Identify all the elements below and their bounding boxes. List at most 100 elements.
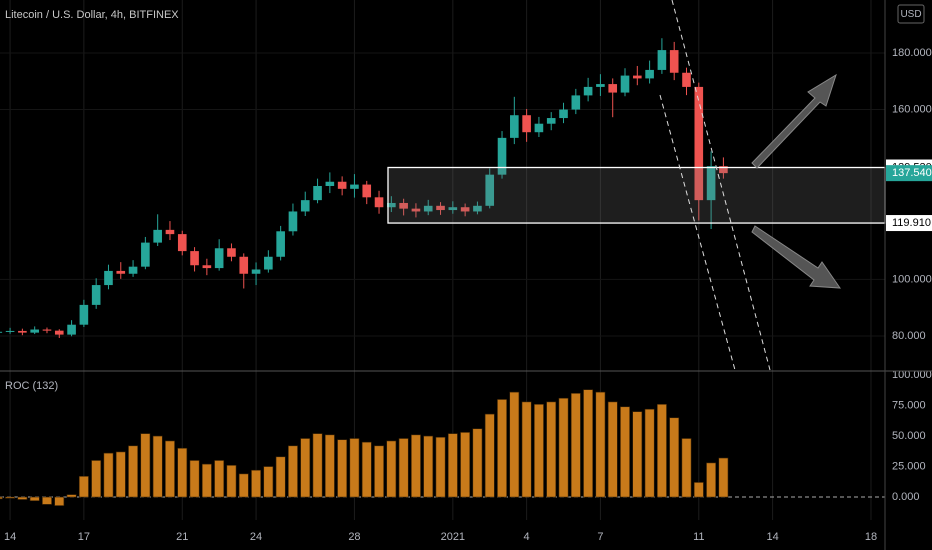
candle-body [42, 329, 52, 331]
trend-line [659, 94, 736, 371]
price-label: 137.540 [892, 167, 932, 179]
candle-body [522, 115, 531, 133]
marks [0, 38, 886, 506]
roc-bar [386, 440, 397, 498]
candle-body [116, 270, 126, 274]
roc-bar [669, 417, 680, 498]
roc-bar [656, 404, 667, 498]
roc-bar [66, 494, 77, 498]
roc-bar [238, 473, 249, 498]
candle-body [227, 248, 236, 257]
x-tick-label: 14 [4, 531, 16, 543]
roc-bar [300, 438, 311, 498]
x-tick-label: 7 [597, 531, 603, 543]
roc-bar [312, 433, 323, 498]
candle-body [67, 324, 76, 335]
roc-bar [398, 438, 409, 498]
roc-bar [214, 460, 225, 498]
roc-bar [152, 435, 163, 498]
roc-bar [632, 411, 643, 498]
roc-bar [17, 496, 28, 500]
roc-bar [115, 451, 126, 498]
x-tick-label: 18 [865, 531, 877, 543]
candle-body [214, 248, 224, 269]
roc-bar [472, 428, 483, 498]
candle-body [54, 330, 64, 335]
candle-body [190, 251, 199, 266]
level-tag [886, 215, 932, 232]
candle-body [300, 200, 310, 212]
roc-bar [275, 456, 286, 498]
roc-bar [78, 476, 89, 498]
roc-bar [423, 435, 434, 498]
candle-body [706, 166, 716, 201]
x-tick-label: 28 [348, 531, 360, 543]
roc-bar [103, 452, 114, 498]
candle-body [436, 205, 445, 211]
currency-label[interactable]: USD [900, 9, 921, 20]
candle-body [596, 84, 605, 87]
candle-body [485, 174, 495, 206]
roc-bar [411, 434, 421, 498]
roc-bar [226, 465, 237, 498]
x-tick-label: 24 [250, 531, 262, 543]
candle-body [264, 256, 273, 270]
candle-body [128, 266, 138, 274]
roc-bar [91, 460, 102, 498]
candle-body [460, 207, 470, 212]
chart-title: Litecoin / U.S. Dollar, 4h, BITFINEX [5, 9, 179, 21]
candle-body [104, 270, 113, 286]
roc-bar [534, 404, 544, 498]
candle-body [682, 72, 691, 87]
roc-bar [693, 482, 704, 498]
y-tick-label: 160.000 [892, 103, 932, 115]
candle-body [0, 331, 3, 333]
roc-bar [263, 466, 274, 498]
arrow-up [751, 73, 837, 169]
y-tick-label: 80.000 [892, 330, 926, 342]
roc-bar [337, 439, 348, 498]
candle-body [657, 50, 667, 70]
roc-bar [681, 438, 692, 498]
candle-body [165, 229, 175, 235]
candle-body [177, 234, 187, 252]
candle-body [423, 205, 433, 212]
roc-bar [447, 433, 458, 498]
candle-body [620, 75, 630, 93]
roc-bar [361, 441, 372, 498]
roc-bar [29, 496, 40, 502]
candle-body [399, 202, 408, 209]
roc-bar [484, 413, 495, 498]
roc-bar [324, 434, 335, 498]
x-tick-label: 17 [78, 531, 90, 543]
roc-bar [349, 438, 360, 498]
roc-bar [595, 391, 606, 498]
y-tick-label: 100.000 [892, 273, 932, 285]
roc-bar [165, 440, 175, 498]
roc-bar [140, 433, 151, 498]
roc-bar [497, 399, 507, 498]
candle-body [5, 330, 15, 332]
roc-bar [570, 393, 581, 498]
roc-bar [509, 391, 520, 498]
roc-bar [42, 496, 52, 505]
level-label: 119.910 [892, 217, 931, 229]
currency-button[interactable] [897, 4, 925, 24]
candle-body [141, 242, 150, 267]
roc-bar [583, 389, 594, 498]
roc-bar [607, 401, 618, 498]
candle-body [30, 329, 39, 333]
x-tick-label: 4 [524, 531, 530, 543]
candle-body [202, 265, 212, 269]
candle-body [276, 231, 285, 257]
roc-bar [251, 469, 261, 498]
indicator-title: ROC (132) [5, 380, 58, 392]
roc-bar [546, 401, 557, 498]
roc-bar [706, 462, 717, 498]
candle-body [91, 285, 101, 305]
roc-bar [288, 445, 298, 498]
roc-bar [644, 408, 655, 498]
candle-body [571, 95, 581, 110]
y2-tick-label: 100.000 [892, 369, 932, 381]
